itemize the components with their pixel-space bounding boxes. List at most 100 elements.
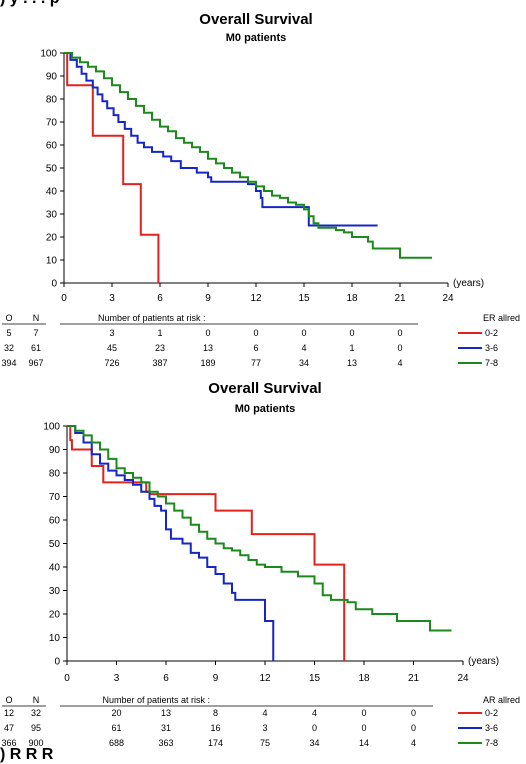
risk-table-heading: Number of patients at risk :: [98, 313, 206, 323]
x-tick-label: 21: [408, 673, 420, 684]
at-risk-count: 4: [397, 358, 402, 368]
x-tick-label: 21: [394, 293, 406, 304]
at-risk-count: 3: [109, 328, 114, 338]
y-tick-label: 20: [46, 233, 58, 244]
x-tick-label: 6: [157, 293, 163, 304]
col-n-header: N: [33, 695, 40, 705]
row-o-value: 394: [1, 358, 16, 368]
at-risk-count: 4: [312, 708, 317, 718]
y-tick-label: 20: [49, 610, 61, 621]
x-axis-unit-label: (years): [468, 656, 499, 667]
at-risk-count: 174: [208, 738, 223, 748]
y-tick-label: 10: [46, 256, 58, 267]
at-risk-count: 75: [260, 738, 270, 748]
at-risk-count: 4: [262, 708, 267, 718]
survival-curve-0-2: [67, 425, 346, 661]
row-n-value: 967: [28, 358, 43, 368]
survival-curve-7-8: [67, 425, 452, 632]
y-tick-label: 100: [40, 49, 57, 60]
y-tick-label: 50: [46, 164, 58, 175]
x-tick-label: 12: [259, 673, 271, 684]
x-tick-label: 0: [64, 673, 70, 684]
row-o-value: 12: [4, 708, 14, 718]
x-tick-label: 12: [250, 293, 262, 304]
y-tick-label: 60: [49, 516, 61, 527]
risk-table-heading: Number of patients at risk :: [103, 695, 211, 705]
y-tick-label: 30: [49, 586, 61, 597]
row-o-value: 47: [4, 723, 14, 733]
legend-label: 7-8: [485, 738, 498, 748]
at-risk-count: 6: [253, 343, 258, 353]
at-risk-count: 1: [157, 328, 162, 338]
at-risk-count: 3: [262, 723, 267, 733]
legend-label: 3-6: [485, 343, 498, 353]
at-risk-count: 45: [107, 343, 117, 353]
row-o-value: 366: [1, 738, 16, 748]
y-tick-label: 70: [49, 492, 61, 503]
at-risk-count: 16: [210, 723, 220, 733]
legend-label: 0-2: [485, 328, 498, 338]
y-tick-label: 70: [46, 118, 58, 129]
at-risk-count: 61: [111, 723, 121, 733]
chart-title: Overall Survival: [208, 380, 321, 397]
legend-label: 7-8: [485, 358, 498, 368]
legend-label: 0-2: [485, 708, 498, 718]
at-risk-count: 13: [161, 708, 171, 718]
survival-curve-3-6: [67, 425, 275, 661]
y-tick-label: 80: [49, 469, 61, 480]
x-tick-label: 24: [457, 673, 469, 684]
row-n-value: 32: [31, 708, 41, 718]
at-risk-count: 14: [359, 738, 369, 748]
x-tick-label: 9: [213, 673, 219, 684]
x-tick-label: 24: [442, 293, 454, 304]
at-risk-count: 0: [397, 328, 402, 338]
at-risk-count: 363: [158, 738, 173, 748]
at-risk-count: 4: [301, 343, 306, 353]
at-risk-count: 31: [161, 723, 171, 733]
at-risk-count: 726: [104, 358, 119, 368]
row-o-value: 32: [4, 343, 14, 353]
chart-subtitle: M0 patients: [226, 32, 287, 44]
at-risk-count: 0: [349, 328, 354, 338]
cropped-header-text: ) y . . . p: [0, 0, 60, 8]
y-tick-label: 30: [46, 210, 58, 221]
survival-curve-0-2: [64, 52, 160, 283]
x-axis-unit-label: (years): [453, 278, 484, 289]
at-risk-count: 34: [299, 358, 309, 368]
row-o-value: 5: [6, 328, 11, 338]
y-tick-label: 40: [49, 563, 61, 574]
x-tick-label: 9: [205, 293, 211, 304]
y-tick-label: 40: [46, 187, 58, 198]
row-n-value: 61: [31, 343, 41, 353]
chart-title: Overall Survival: [199, 11, 312, 28]
at-risk-count: 0: [411, 723, 416, 733]
cropped-footer-text: ) R R R: [0, 746, 54, 763]
chart-subtitle: M0 patients: [235, 403, 296, 415]
at-risk-count: 0: [361, 723, 366, 733]
y-tick-label: 0: [51, 279, 57, 290]
at-risk-count: 13: [347, 358, 357, 368]
x-tick-label: 0: [61, 293, 67, 304]
at-risk-count: 0: [205, 328, 210, 338]
y-tick-label: 100: [43, 422, 60, 433]
survival-curve-7-8: [64, 52, 432, 259]
row-n-value: 7: [33, 328, 38, 338]
at-risk-count: 20: [111, 708, 121, 718]
at-risk-count: 688: [109, 738, 124, 748]
at-risk-count: 0: [253, 328, 258, 338]
legend-label: 3-6: [485, 723, 498, 733]
at-risk-count: 387: [152, 358, 167, 368]
at-risk-count: 4: [411, 738, 416, 748]
at-risk-count: 189: [200, 358, 215, 368]
y-tick-label: 60: [46, 141, 58, 152]
legend-title: ER allred: [483, 313, 520, 323]
x-tick-label: 18: [346, 293, 358, 304]
y-tick-label: 0: [54, 657, 60, 668]
x-tick-label: 15: [298, 293, 310, 304]
at-risk-count: 0: [361, 708, 366, 718]
col-o-header: O: [5, 313, 12, 323]
survival-curve-3-6: [64, 52, 378, 227]
y-tick-label: 90: [46, 72, 58, 83]
col-o-header: O: [5, 695, 12, 705]
